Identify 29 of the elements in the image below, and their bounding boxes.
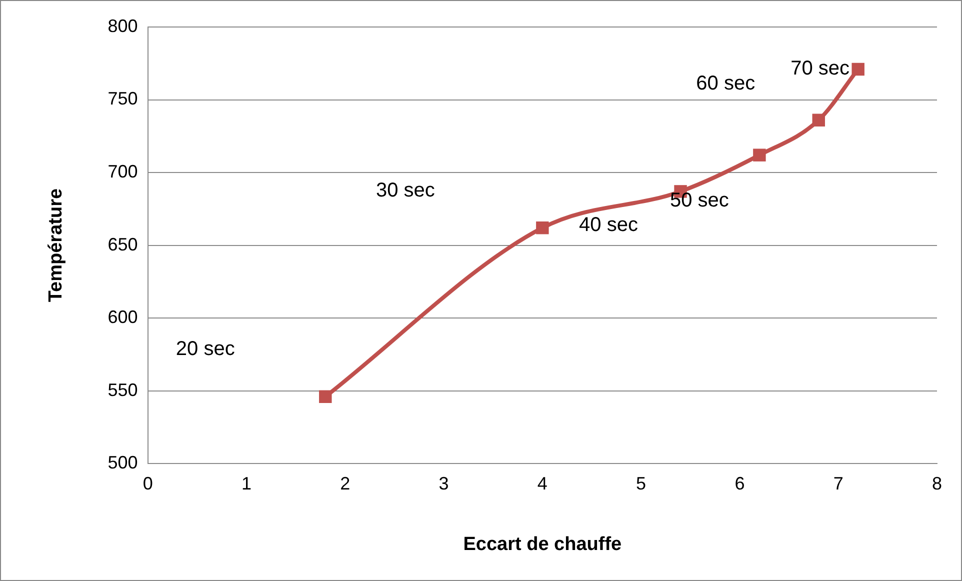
x-tick-label: 3 bbox=[438, 473, 449, 494]
annotation: 40 sec bbox=[579, 214, 638, 236]
x-tick-label: 5 bbox=[636, 473, 646, 494]
point bbox=[812, 114, 825, 127]
point bbox=[753, 148, 766, 162]
x-tick-label: 1 bbox=[241, 473, 252, 494]
x-axis-title: Eccart de chauffe bbox=[463, 534, 622, 555]
y-tick-label: 600 bbox=[108, 307, 138, 328]
x-tick-label: 7 bbox=[833, 473, 844, 494]
annotation: 20 sec bbox=[176, 338, 235, 360]
y-tick-label: 500 bbox=[108, 452, 138, 473]
annotation: 50 sec bbox=[670, 190, 729, 212]
y-tick-label: 550 bbox=[108, 380, 138, 400]
x-tick-label: 6 bbox=[734, 473, 745, 494]
x-tick-label: 2 bbox=[340, 473, 350, 494]
point bbox=[319, 390, 332, 404]
x-tick-label: 8 bbox=[932, 473, 942, 494]
y-tick-label: 750 bbox=[108, 88, 138, 109]
annotation: 60 sec bbox=[696, 72, 756, 95]
point bbox=[852, 62, 864, 76]
annotation: 30 sec bbox=[376, 179, 435, 202]
y-tick-label: 700 bbox=[108, 162, 138, 182]
y-tick-label: 800 bbox=[108, 16, 138, 36]
x-tick-label: 0 bbox=[142, 473, 153, 494]
point bbox=[536, 221, 549, 234]
y-tick-label: 650 bbox=[108, 234, 138, 254]
x-tick-label: 4 bbox=[537, 473, 548, 494]
y-axis-title: Température bbox=[46, 188, 67, 302]
annotation: 70 sec bbox=[790, 58, 850, 80]
